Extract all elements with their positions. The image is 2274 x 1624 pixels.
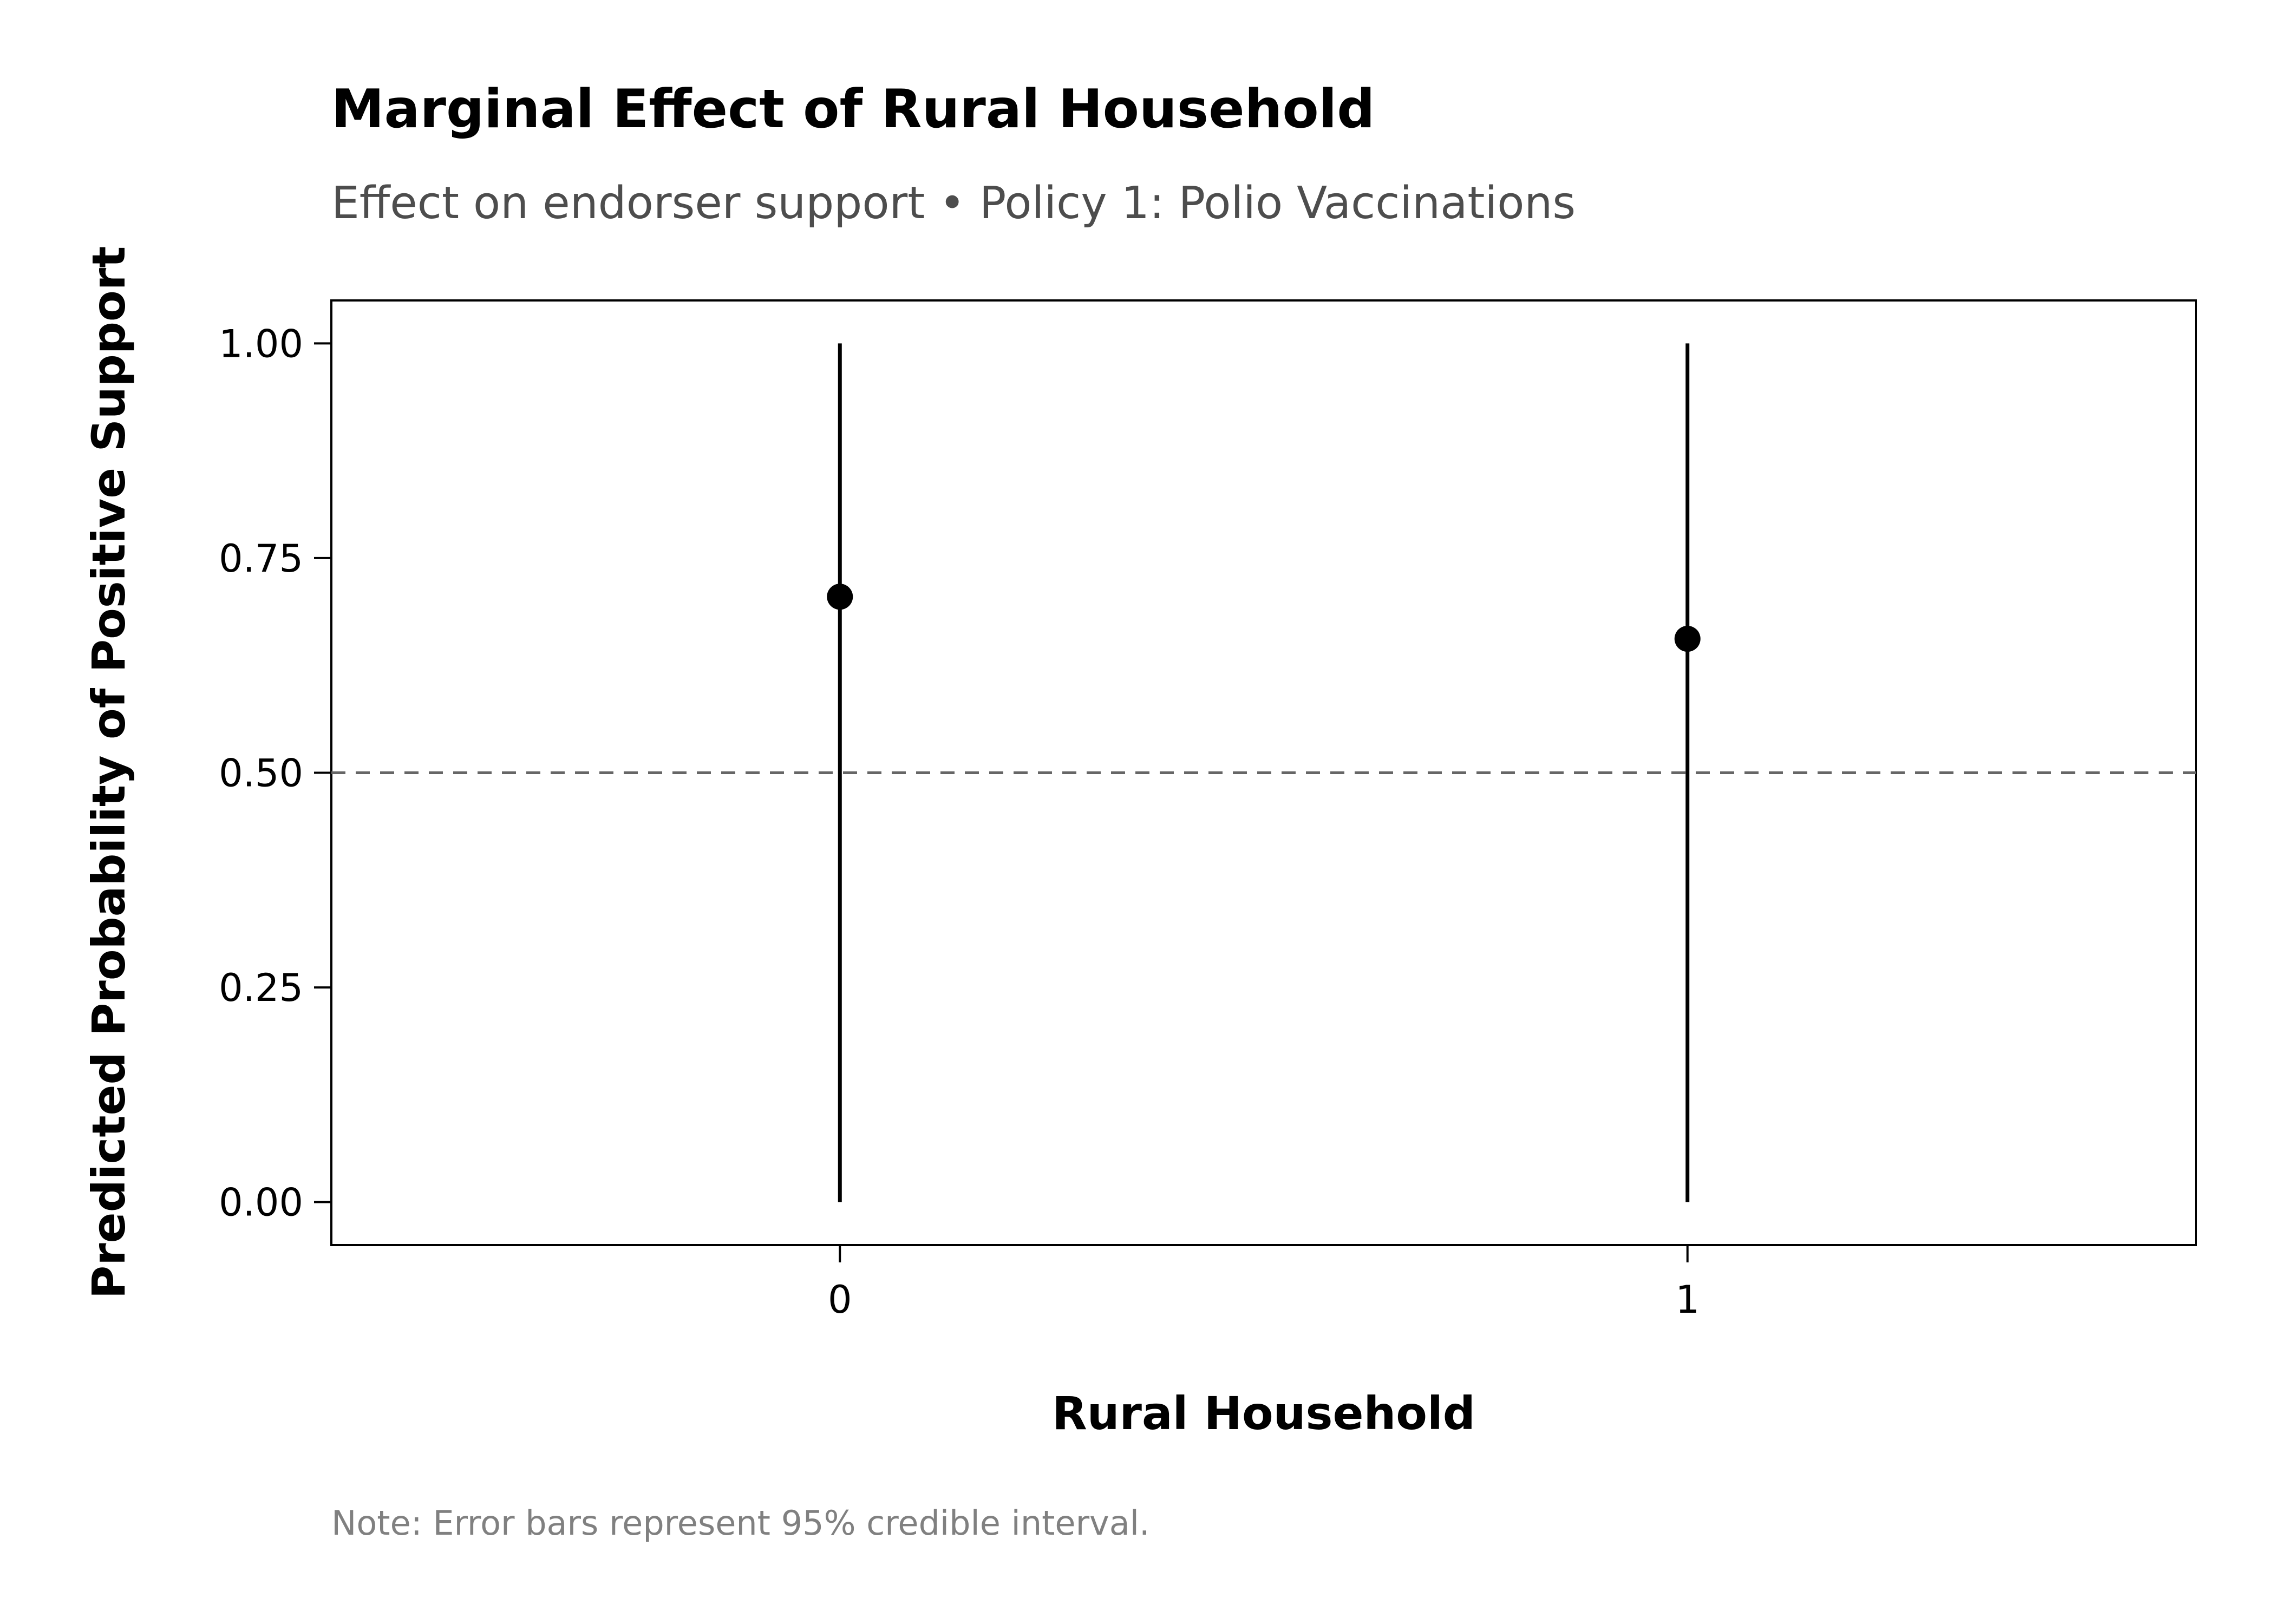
chart-subtitle: Effect on endorser support • Policy 1: P… — [331, 178, 1576, 229]
x-axis-label: Rural Household — [1052, 1387, 1475, 1440]
y-axis: 0.00 0.25 0.50 0.75 1.00 — [219, 322, 330, 1225]
y-tick-label: 0.50 — [219, 751, 303, 796]
chart-note: Note: Error bars represent 95% credible … — [331, 1503, 1150, 1543]
y-tick-label: 0.00 — [219, 1181, 303, 1225]
y-tick-label: 0.25 — [219, 966, 303, 1010]
data-marks — [827, 343, 1701, 1202]
y-tick-label: 0.75 — [219, 536, 303, 581]
x-tick-label: 0 — [828, 1278, 852, 1322]
chart-title: Marginal Effect of Rural Household — [331, 78, 1375, 140]
y-axis-label: Predicted Probability of Positive Suppor… — [82, 246, 135, 1299]
data-point — [1674, 626, 1701, 652]
x-tick-label: 1 — [1675, 1278, 1700, 1322]
data-point — [827, 584, 853, 610]
y-tick-label: 1.00 — [219, 322, 303, 366]
